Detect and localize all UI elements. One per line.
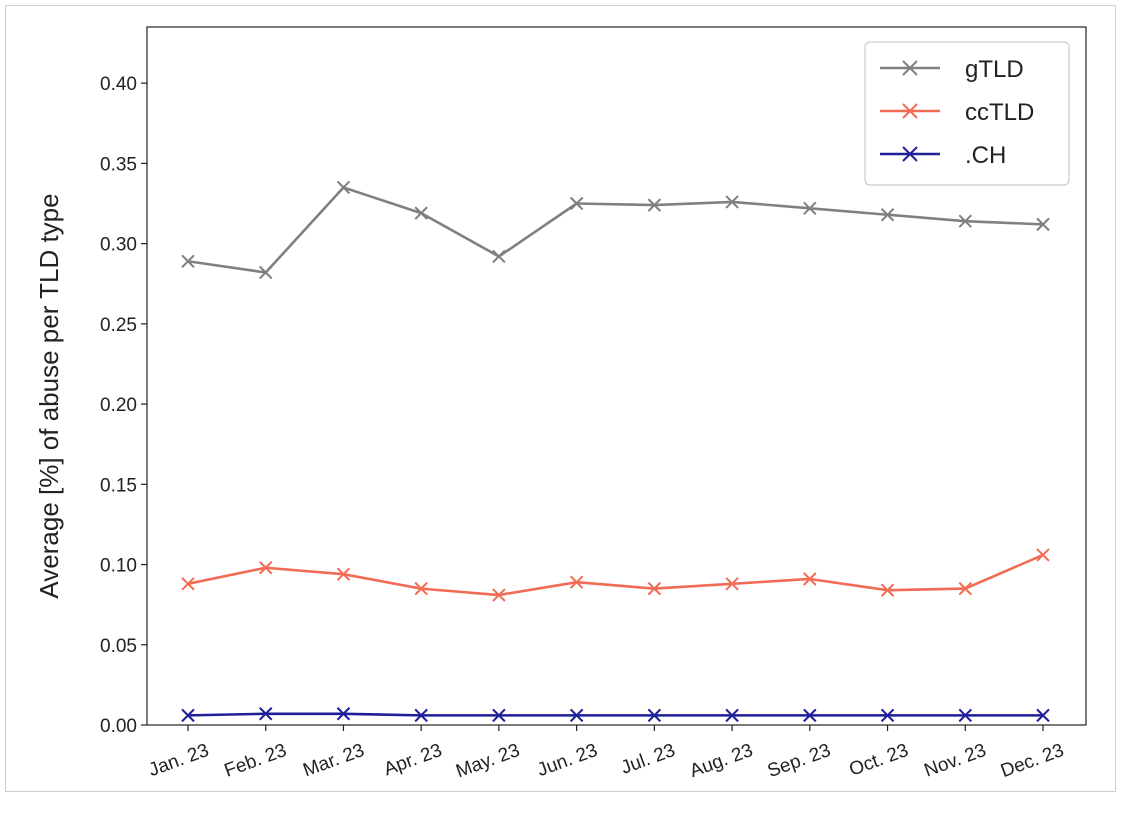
data-point: [181, 254, 195, 268]
data-point: [414, 581, 428, 596]
data-point: [1036, 548, 1050, 562]
data-point: [181, 708, 195, 723]
x-tick-label: Jan. 23: [146, 740, 212, 781]
data-point: [725, 708, 739, 723]
x-tick-label: May. 23: [453, 740, 522, 782]
data-point: [569, 575, 584, 589]
data-point: [259, 265, 273, 280]
series-lines: [181, 180, 1050, 723]
axes: [146, 26, 1087, 726]
y-axis-ticks: 0.00 0.05 0.10 0.15 0.20 0.25 0.30 0.35 0.40: [100, 74, 147, 737]
series-line: [187, 186, 1044, 274]
x-tick-label: Nov. 23: [922, 740, 989, 782]
data-point: [1036, 708, 1050, 723]
series-line: [187, 712, 1043, 717]
y-tick-label: 0.40: [100, 74, 137, 95]
series-cctld: [181, 548, 1050, 602]
data-point: [1036, 217, 1050, 232]
data-point: [803, 572, 817, 586]
data-point: [336, 707, 351, 721]
x-tick-label: Dec. 23: [998, 740, 1067, 782]
x-axis-ticks: Jan. 23 Feb. 23 Mar. 23 Apr. 23 May. 23 Jun. …: [146, 725, 1067, 782]
y-tick-label: 0.05: [100, 636, 137, 657]
data-point: [958, 214, 972, 228]
plot-area: [146, 26, 1087, 726]
data-point: [569, 196, 584, 211]
data-point: [336, 567, 351, 581]
data-point: [880, 708, 895, 723]
series-gtld: [181, 180, 1050, 280]
y-tick-label: 0.25: [100, 315, 137, 336]
data-point: [414, 708, 428, 723]
data-point: [958, 581, 972, 596]
legend-label: .CH: [965, 142, 1006, 169]
y-tick-label: 0.15: [100, 475, 137, 496]
data-point: [958, 708, 972, 723]
y-tick-label: 0.30: [100, 235, 137, 256]
y-tick-label: 0.00: [100, 716, 137, 737]
data-point: [725, 577, 739, 591]
x-tick-label: Sep. 23: [765, 740, 834, 782]
y-tick-label: 0.35: [100, 154, 137, 175]
data-point: [336, 180, 351, 195]
legend-item: gTLD: [880, 56, 1024, 83]
data-point: [492, 249, 506, 264]
y-tick-label: 0.10: [100, 556, 137, 577]
legend-marker: [902, 103, 918, 119]
legend-marker: [902, 146, 918, 162]
legend-marker: [902, 60, 918, 76]
data-point: [259, 707, 273, 721]
data-point: [725, 195, 739, 209]
x-tick-label: Mar. 23: [300, 740, 367, 781]
data-point: [181, 577, 195, 591]
data-point: [803, 201, 817, 216]
data-point: [803, 708, 817, 723]
y-axis-label: Average [%] of abuse per TLD type: [34, 193, 64, 598]
legend-label: ccTLD: [965, 99, 1034, 126]
data-point: [569, 708, 584, 723]
x-tick-label: Jun. 23: [535, 740, 601, 781]
legend: gTLD ccTLD .CH: [864, 41, 1070, 186]
data-point: [259, 561, 273, 575]
data-point: [647, 708, 662, 723]
x-tick-label: Feb. 23: [222, 740, 290, 782]
x-tick-label: Apr. 23: [381, 740, 445, 780]
data-point: [647, 581, 662, 596]
legend-item: ccTLD: [880, 99, 1034, 126]
data-point: [492, 588, 506, 602]
x-tick-label: Jul. 23: [618, 740, 678, 779]
data-point: [414, 206, 428, 220]
data-point: [647, 198, 662, 212]
legend-item: .CH: [880, 142, 1006, 169]
series-line: [187, 553, 1044, 597]
x-tick-label: Aug. 23: [687, 740, 756, 782]
data-point: [492, 708, 506, 723]
x-tick-label: Oct. 23: [847, 740, 912, 781]
data-point: [880, 208, 895, 222]
data-point: [880, 583, 895, 597]
legend-label: gTLD: [965, 56, 1024, 83]
series-ch: [181, 707, 1050, 723]
y-tick-label: 0.20: [100, 395, 137, 416]
